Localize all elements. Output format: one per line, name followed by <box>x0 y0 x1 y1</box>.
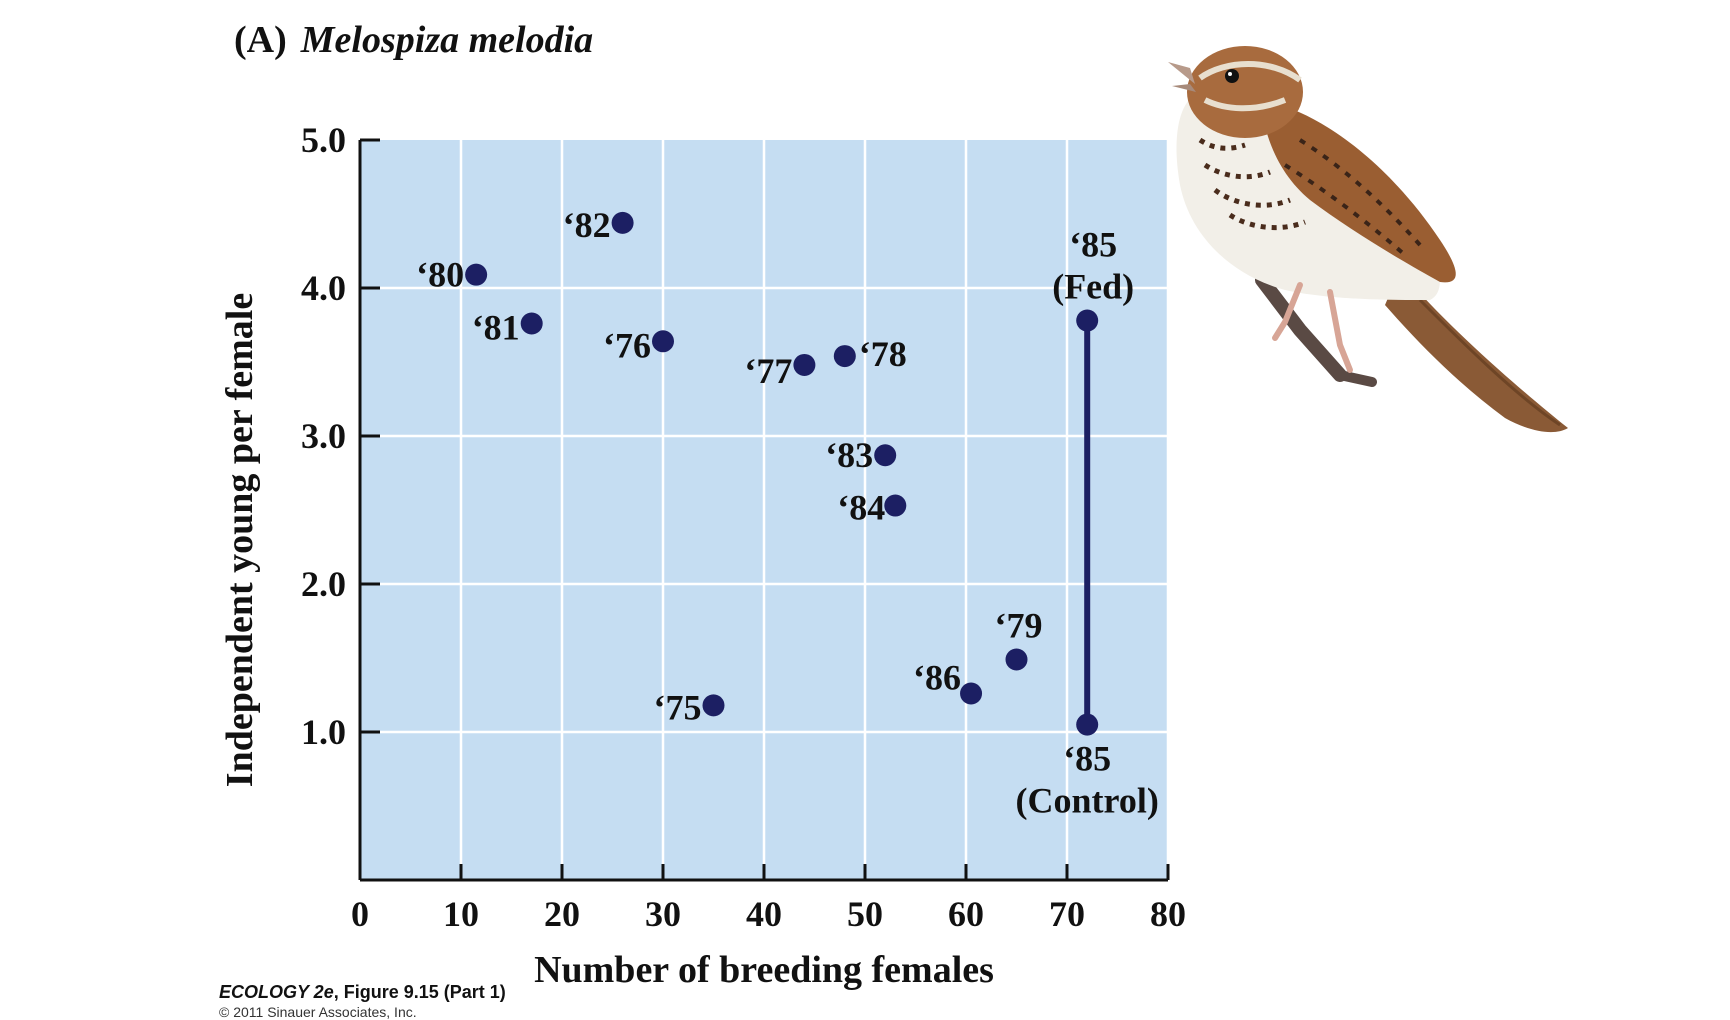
data-point <box>702 694 725 717</box>
figure-credit: ECOLOGY 2e, Figure 9.15 (Part 1) <box>219 982 506 1003</box>
point-label: ‘85 <box>1069 225 1117 265</box>
data-point <box>1076 309 1099 332</box>
x-tick-label: 60 <box>948 894 984 934</box>
panel-label: (A) <box>234 19 287 61</box>
point-label: ‘79 <box>995 605 1043 645</box>
y-tick-label: 1.0 <box>301 712 346 752</box>
point-label: ‘82 <box>563 205 611 245</box>
data-point <box>1076 713 1099 736</box>
data-point <box>1005 648 1028 671</box>
point-label: ‘83 <box>825 435 873 475</box>
data-point <box>465 263 488 286</box>
copyright-notice: © 2011 Sinauer Associates, Inc. <box>219 1004 417 1020</box>
point-label: ‘84 <box>837 488 885 528</box>
point-label: ‘81 <box>472 308 520 348</box>
data-point <box>884 494 907 517</box>
point-sublabel: (Control) <box>1016 781 1159 821</box>
point-label: ‘76 <box>603 325 651 365</box>
x-tick-label: 20 <box>544 894 580 934</box>
figure-number: , Figure 9.15 (Part 1) <box>333 982 506 1002</box>
x-axis-title: Number of breeding females <box>534 949 994 991</box>
y-tick-label: 5.0 <box>301 120 346 160</box>
y-tick-label: 3.0 <box>301 416 346 456</box>
point-label: ‘80 <box>416 255 464 295</box>
book-title: ECOLOGY 2e <box>219 982 334 1002</box>
data-point <box>611 211 634 234</box>
data-point <box>652 330 674 353</box>
point-label: ‘75 <box>654 687 702 727</box>
y-tick-label: 4.0 <box>301 268 346 308</box>
x-tick-label: 70 <box>1049 894 1085 934</box>
species-name: Melospiza melodia <box>300 19 594 61</box>
point-label: ‘78 <box>859 334 907 374</box>
y-tick-label: 2.0 <box>301 564 346 604</box>
data-point <box>960 682 983 705</box>
song-sparrow-illustration <box>1168 46 1568 433</box>
x-tick-label: 0 <box>351 894 369 934</box>
x-tick-label: 50 <box>847 894 883 934</box>
figure-title: (A) Melospiza melodia <box>234 18 593 62</box>
point-sublabel: (Fed) <box>1052 267 1134 307</box>
x-tick-label: 40 <box>746 894 782 934</box>
y-axis-title: Independent young per female <box>219 293 261 787</box>
data-point <box>833 345 856 368</box>
point-label: ‘85 <box>1063 739 1111 779</box>
data-point <box>874 444 897 467</box>
point-label: ‘86 <box>913 658 961 698</box>
x-tick-label: 80 <box>1150 894 1186 934</box>
point-label: ‘77 <box>744 351 792 391</box>
data-point <box>793 353 816 376</box>
data-point <box>520 312 543 335</box>
x-tick-label: 30 <box>645 894 681 934</box>
x-tick-label: 10 <box>443 894 479 934</box>
